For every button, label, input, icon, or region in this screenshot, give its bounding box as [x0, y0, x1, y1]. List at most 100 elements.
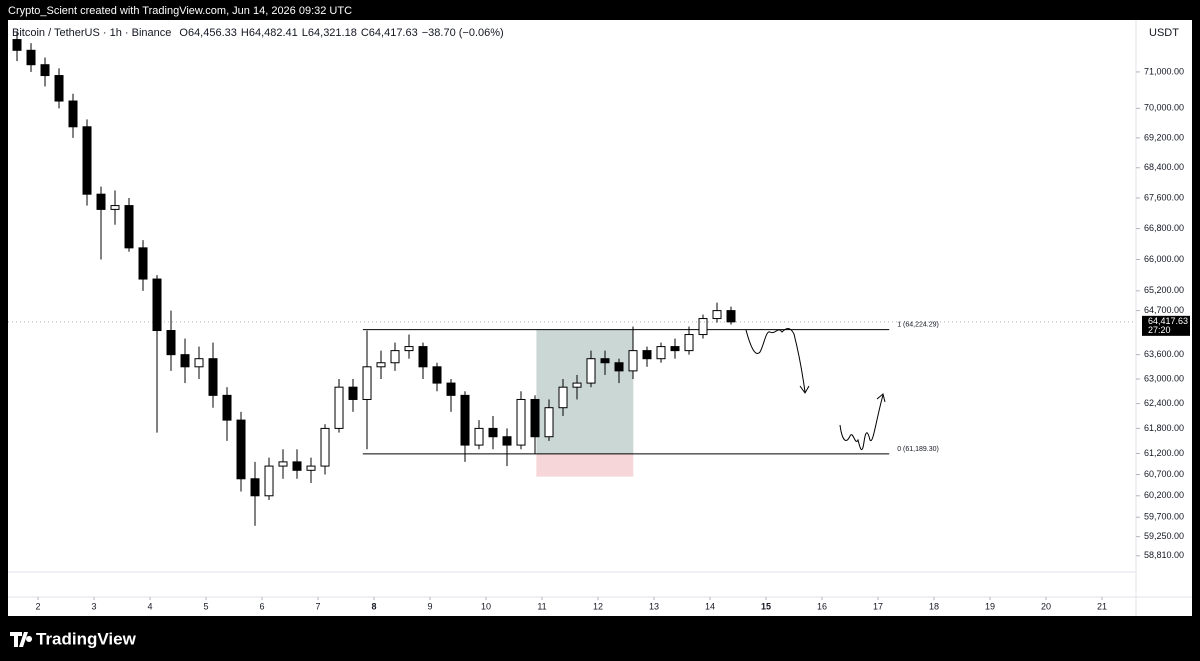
candle-body [208, 358, 218, 396]
y-tick-label: 64,700.00 [1144, 305, 1184, 315]
legend-item: C64,417.63 [361, 27, 418, 39]
candle-body [558, 386, 568, 409]
candle-body [278, 461, 288, 467]
y-tick-label: 66,000.00 [1144, 254, 1184, 264]
candle-body [698, 318, 708, 336]
x-tick-label: 14 [705, 601, 715, 611]
candle-body [236, 419, 246, 480]
candle-body [292, 461, 302, 471]
x-tick-label: 10 [481, 601, 491, 611]
candle-body [488, 427, 498, 438]
candle-body [712, 310, 722, 320]
candle-body [572, 382, 582, 388]
y-tick-label: 70,000.00 [1144, 103, 1184, 113]
candle-body [726, 310, 736, 323]
candle-body [404, 346, 414, 352]
last-price-tag [1142, 315, 1190, 336]
y-tick-label: 59,250.00 [1144, 531, 1184, 541]
currency: USDT [1149, 27, 1179, 39]
fib-label: 0 (61,189.30) [897, 446, 939, 453]
y-tick-label: 60,700.00 [1144, 469, 1184, 479]
x-tick-label: 6 [260, 601, 265, 611]
candle-body [362, 366, 372, 400]
candle-body [432, 366, 442, 384]
candle-body [12, 39, 22, 51]
x-tick-label: 3 [92, 601, 97, 611]
legend-item: −38.70 (−0.06%) [422, 27, 504, 39]
candle-body [460, 394, 470, 446]
y-tick-label: 69,200.00 [1144, 132, 1184, 142]
candle-body [530, 398, 540, 438]
y-tick-label: 59,700.00 [1144, 512, 1184, 522]
drawn-path [745, 328, 806, 393]
candle-body [250, 478, 260, 497]
candle-body [586, 358, 596, 384]
drawn-path [839, 394, 884, 451]
x-tick-label: 17 [873, 601, 883, 611]
candle-body [82, 126, 92, 195]
candle-body [376, 362, 386, 368]
last-price-label: 64,417.63 [1148, 316, 1188, 326]
candle-body [502, 436, 512, 446]
x-tick-label: 15 [761, 601, 771, 611]
y-tick-label: 63,600.00 [1144, 349, 1184, 359]
drawn-arrowhead [799, 385, 810, 394]
candle-body [320, 427, 330, 467]
candle-body [68, 100, 78, 128]
legend-item: L64,321.18 [302, 27, 357, 39]
y-tick-label: 66,800.00 [1144, 223, 1184, 233]
y-tick-label: 65,200.00 [1144, 285, 1184, 295]
x-tick-label: 2 [36, 601, 41, 611]
y-tick-label: 60,200.00 [1144, 490, 1184, 500]
candle-body [642, 350, 652, 360]
y-tick-label: 68,400.00 [1144, 162, 1184, 172]
candle-body [26, 49, 36, 66]
x-tick-label: 8 [372, 601, 377, 611]
candle-body [152, 278, 162, 332]
drawn-arrowhead [876, 393, 886, 403]
x-tick-label: 18 [929, 601, 939, 611]
candle-body [656, 346, 666, 360]
x-tick-label: 11 [537, 601, 546, 611]
candle-body [446, 382, 456, 396]
x-tick-label: 5 [204, 601, 209, 611]
x-tick-label: 9 [428, 601, 433, 611]
legend: Bitcoin / TetherUS · 1h · Binance O64,456… [12, 27, 504, 39]
candle-body [684, 334, 694, 352]
candle-body [110, 205, 120, 210]
candle-body [306, 465, 316, 471]
candle-body [166, 330, 176, 356]
candle-body [138, 247, 148, 280]
x-tick-label: 20 [1041, 601, 1051, 611]
x-tick-label: 13 [649, 601, 659, 611]
candle-body [516, 398, 526, 446]
candle-body [264, 465, 274, 497]
credit: Crypto_Scient created with TradingView.c… [8, 5, 352, 17]
legend-item: O64,456.33 [179, 27, 237, 39]
y-tick-label: 61,200.00 [1144, 448, 1184, 458]
position-loss [536, 453, 634, 477]
candle-body [418, 346, 428, 368]
y-tick-label: 58,810.00 [1144, 550, 1184, 560]
candle-body [124, 205, 134, 249]
y-tick-label: 63,000.00 [1144, 373, 1184, 383]
candle-body [670, 346, 680, 352]
candle-body [348, 386, 358, 400]
countdown: 27:20 [1148, 325, 1171, 335]
candle-body [40, 64, 50, 77]
x-tick-label: 12 [593, 601, 603, 611]
y-tick-label: 67,600.00 [1144, 192, 1184, 202]
candle-body [544, 407, 554, 438]
x-tick-label: 4 [148, 601, 153, 611]
legend-item: H64,482.41 [241, 27, 298, 39]
chart-pane [8, 20, 1192, 616]
brand: TradingView [36, 629, 137, 648]
candle-body [600, 358, 610, 364]
logo-icon [10, 632, 33, 647]
candle-body [96, 193, 106, 210]
x-tick-label: 21 [1097, 601, 1107, 611]
candle-body [390, 350, 400, 364]
candle-body [194, 358, 204, 368]
